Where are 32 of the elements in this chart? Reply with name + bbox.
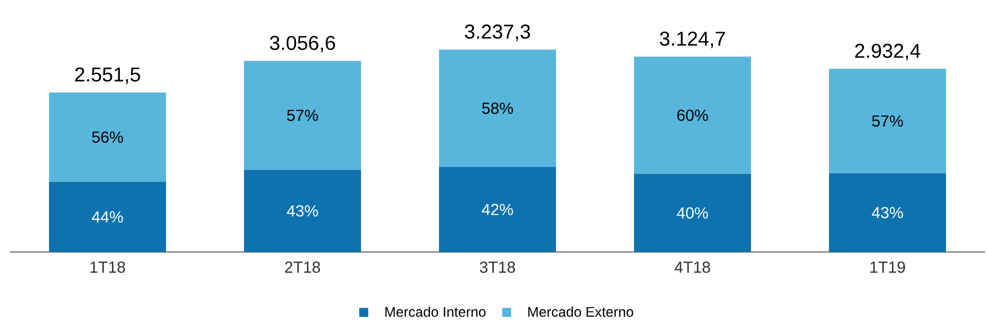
x-tick-label: 1T18 bbox=[90, 262, 126, 273]
bar bbox=[634, 56, 751, 174]
bar bbox=[439, 50, 556, 167]
annotation: 56% bbox=[92, 131, 123, 143]
legend-label: Mercado Externo bbox=[528, 306, 634, 317]
bar bbox=[244, 60, 362, 170]
x-tick-label: 3T18 bbox=[480, 262, 516, 273]
bar bbox=[49, 182, 166, 252]
annotation: 60% bbox=[677, 110, 708, 121]
annotation: 44% bbox=[92, 211, 123, 222]
bar bbox=[49, 92, 166, 182]
bar bbox=[634, 174, 751, 252]
annotation: 58% bbox=[482, 102, 513, 114]
x-tick-label: 1T19 bbox=[870, 262, 905, 273]
annotation: 2.932,4 bbox=[855, 44, 920, 60]
annotation: 43% bbox=[286, 205, 318, 217]
bar bbox=[829, 173, 946, 252]
annotation: 2.551,5 bbox=[75, 67, 140, 84]
legend-label: Mercado Interno bbox=[385, 306, 486, 317]
annotation: 40% bbox=[676, 207, 708, 219]
x-tick-label: 2T18 bbox=[285, 262, 320, 273]
annotation: 42% bbox=[482, 204, 513, 216]
annotation: 57% bbox=[287, 110, 318, 121]
text: 3.124,7 bbox=[660, 32, 725, 48]
bar bbox=[439, 166, 556, 252]
bar bbox=[244, 170, 362, 252]
annotation: 3.056,6 bbox=[270, 36, 335, 52]
x-tick-label: 4T18 bbox=[674, 262, 710, 273]
bar bbox=[829, 68, 946, 174]
annotation: 43% bbox=[872, 206, 903, 218]
annotation: 57% bbox=[872, 115, 903, 127]
text: 3.237,3 bbox=[464, 24, 530, 42]
